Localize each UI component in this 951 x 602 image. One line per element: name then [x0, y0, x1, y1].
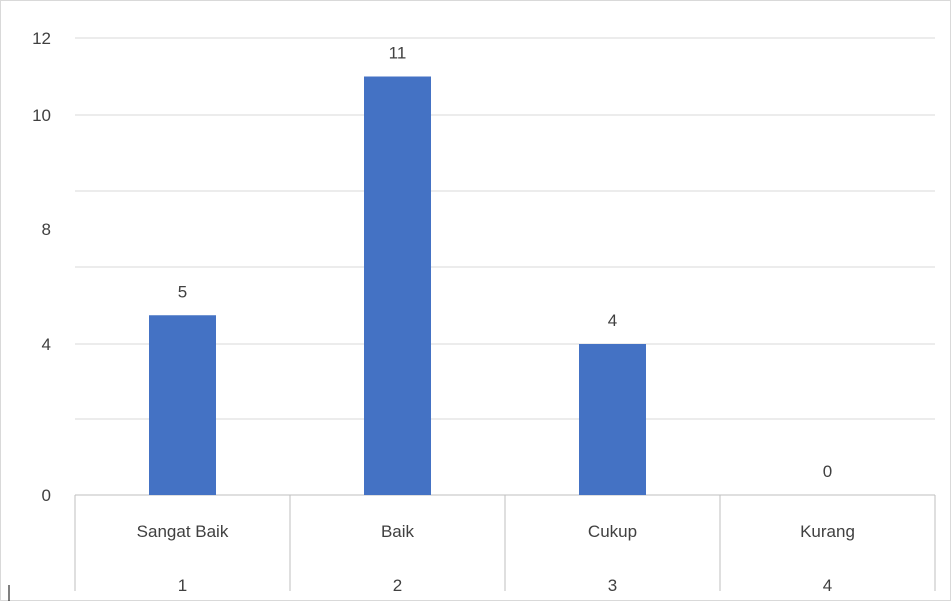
category-index-label-3: 3 [608, 576, 617, 595]
data-label-1: 5 [178, 282, 187, 301]
category-label-4: Kurang [800, 522, 855, 541]
category-label-3: Cukup [588, 522, 637, 541]
data-label-4: 0 [823, 462, 832, 481]
data-label-2: 11 [389, 44, 407, 63]
bar-3 [579, 344, 646, 495]
category-index-label-2: 2 [393, 576, 402, 595]
bar-2 [364, 77, 431, 496]
y-tick-label-0: 0 [42, 486, 51, 505]
category-label-1: Sangat Baik [137, 522, 229, 541]
y-tick-label-8: 8 [42, 220, 51, 239]
bar-1 [149, 315, 216, 495]
y-tick-label-4: 4 [42, 335, 51, 354]
category-index-label-1: 1 [178, 576, 187, 595]
data-label-3: 4 [608, 311, 617, 330]
category-label-2: Baik [381, 522, 415, 541]
y-tick-label-12: 12 [32, 29, 51, 48]
category-index-label-4: 4 [823, 576, 832, 595]
y-tick-label-10: 10 [32, 106, 51, 125]
